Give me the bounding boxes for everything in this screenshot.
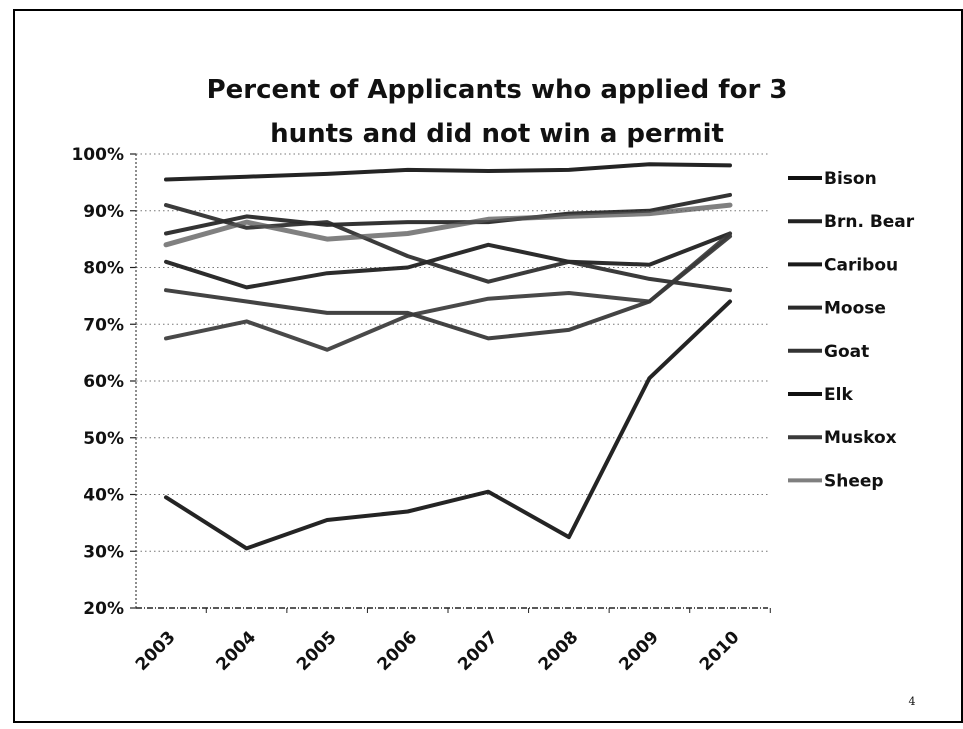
y-tick-label-90: 90%: [83, 202, 124, 222]
y-tick-label-80: 80%: [83, 259, 124, 279]
x-tick-label-2010: 2010: [696, 627, 744, 675]
legend-label-elk: Elk: [824, 385, 853, 405]
series-line-brn-bear: [164, 192, 732, 236]
series-line-sheep: [163, 202, 733, 248]
chart-title-line-1: Percent of Applicants who applied for 3: [207, 75, 788, 105]
x-tick-label-2008: 2008: [535, 627, 583, 675]
legend-label-bison: Bison: [824, 169, 877, 189]
legend-label-goat: Goat: [824, 342, 869, 362]
y-tick-label-30: 30%: [83, 542, 124, 562]
y-tick-label-60: 60%: [83, 372, 124, 392]
series-line-elk: [164, 299, 732, 551]
series-line-muskox: [164, 231, 732, 352]
x-tick-label-2007: 2007: [454, 627, 502, 675]
legend-label-muskox: Muskox: [824, 428, 897, 448]
x-tick-label-2009: 2009: [615, 627, 663, 675]
y-tick-label-50: 50%: [83, 429, 124, 449]
legend-label-sheep: Sheep: [824, 471, 884, 491]
legend-label-moose: Moose: [824, 299, 886, 319]
series-line-goat: [164, 234, 732, 341]
legend-label-brn-bear: Brn. Bear: [824, 212, 915, 232]
slide-border: [13, 9, 963, 723]
series-line-bison: [164, 162, 732, 182]
x-tick-label-2005: 2005: [293, 627, 341, 675]
y-tick-label-40: 40%: [83, 486, 124, 506]
y-tick-label-100: 100%: [71, 145, 124, 165]
page-number: 4: [909, 695, 916, 708]
legend: Bison Brn. Bear Caribou Moose Goat Elk Muskox S…: [788, 169, 915, 491]
series-line-caribou: [164, 231, 732, 290]
x-tick-label-2006: 2006: [374, 627, 422, 675]
x-tick-label-2004: 2004: [212, 627, 260, 675]
y-tick-label-70: 70%: [83, 315, 124, 335]
chart-title-line-2: hunts and did not win a permit: [270, 119, 724, 149]
x-tick-label-2003: 2003: [132, 627, 180, 675]
legend-label-caribou: Caribou: [824, 255, 898, 275]
plot-area: 20% 30% 40% 50% 60% 70% 80% 90% 100% 2003 2004 2005…: [71, 145, 771, 675]
y-tick-label-20: 20%: [83, 599, 124, 619]
